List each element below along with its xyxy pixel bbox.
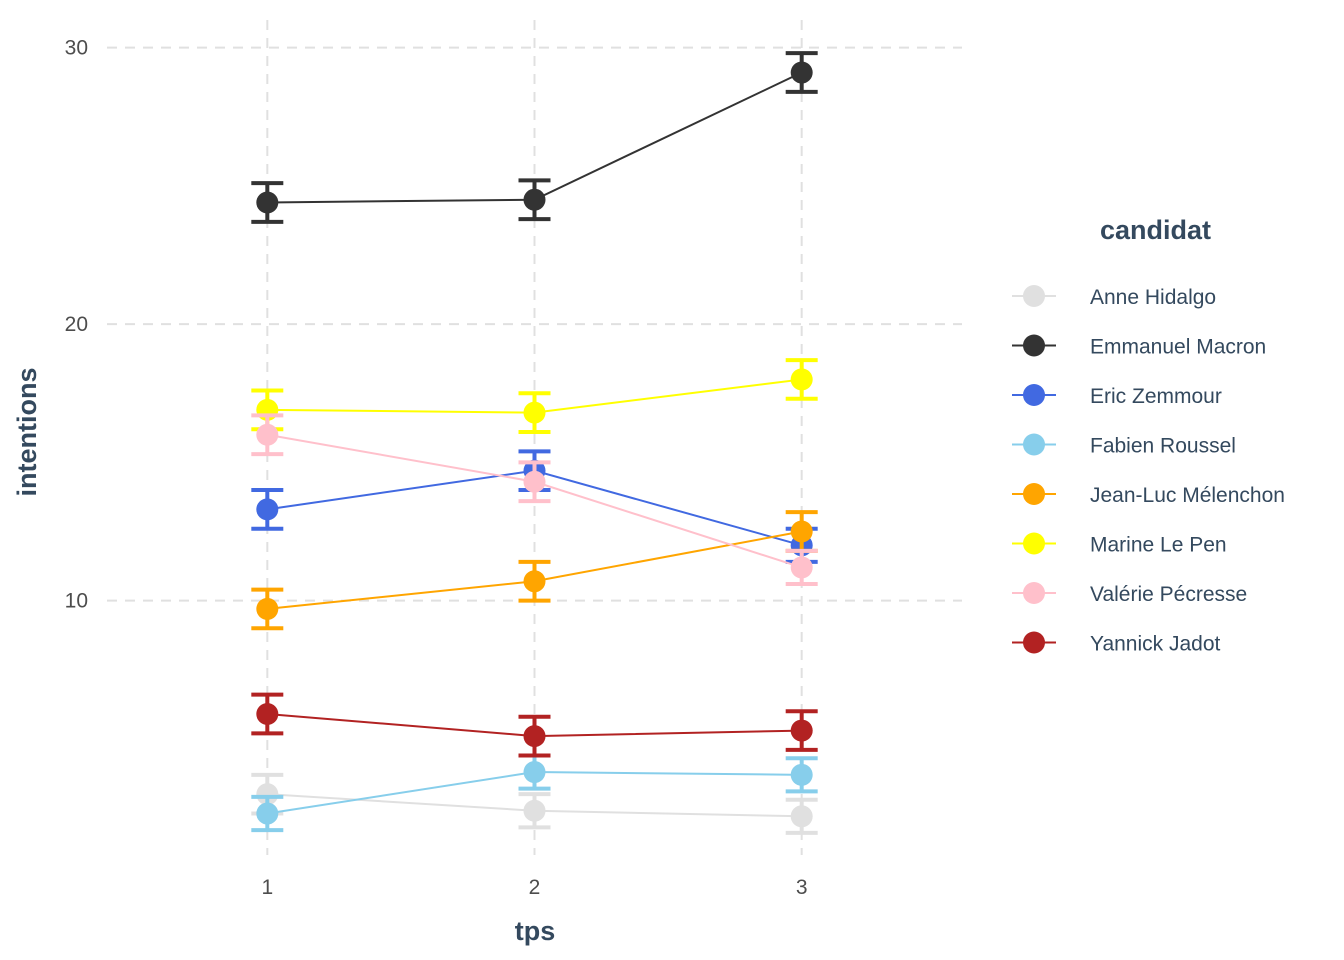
legend-item: Eric Zemmour <box>1012 384 1222 408</box>
y-tick-label: 30 <box>65 37 88 60</box>
legend-label: Eric Zemmour <box>1090 385 1222 408</box>
legend-item: Emmanuel Macron <box>1012 334 1266 359</box>
legend-key-point <box>1023 532 1045 555</box>
y-tick-label: 10 <box>65 590 88 613</box>
legend-item: Yannick Jadot <box>1012 631 1221 656</box>
legend-key-point <box>1023 631 1045 654</box>
data-point <box>790 556 813 579</box>
series-layer <box>251 51 818 835</box>
series-5 <box>251 358 818 434</box>
legend-key-point <box>1023 334 1045 357</box>
data-point <box>790 719 813 742</box>
y-axis-title: intentions <box>12 368 42 497</box>
legend-item: Jean-Luc Mélenchon <box>1012 483 1285 507</box>
x-tick-label: 2 <box>529 876 541 899</box>
data-point <box>256 423 279 446</box>
legend-label: Emmanuel Macron <box>1090 336 1266 359</box>
legend: candidat Anne Hidalgo Emmanuel Macron Eric… <box>1012 215 1285 656</box>
series-4 <box>251 510 818 631</box>
data-point <box>790 520 813 543</box>
legend-item: Valérie Pécresse <box>1012 582 1247 606</box>
legend-items: Anne Hidalgo Emmanuel Macron Eric Zemmour F… <box>1012 285 1285 656</box>
y-tick-label: 20 <box>65 313 88 336</box>
data-point <box>523 401 546 424</box>
x-tick-label: 1 <box>261 876 273 899</box>
data-point <box>256 498 279 521</box>
legend-label: Anne Hidalgo <box>1090 286 1216 309</box>
legend-label: Yannick Jadot <box>1090 633 1221 656</box>
x-axis-title: tps <box>515 916 556 946</box>
legend-label: Jean-Luc Mélenchon <box>1090 484 1285 507</box>
data-point <box>256 191 279 214</box>
x-axis-ticks: 1 2 3 <box>261 876 807 899</box>
legend-key-point <box>1023 433 1045 456</box>
legend-label: Valérie Pécresse <box>1090 583 1247 606</box>
data-point <box>790 368 813 391</box>
legend-title: candidat <box>1100 215 1211 245</box>
data-point <box>256 702 279 725</box>
series-7 <box>251 692 818 758</box>
y-axis-ticks: 10 20 30 <box>65 37 88 613</box>
data-point <box>523 799 546 822</box>
series-6 <box>251 413 818 587</box>
legend-item: Fabien Roussel <box>1012 433 1236 458</box>
data-point <box>256 802 279 825</box>
legend-key-point <box>1023 285 1045 307</box>
legend-key-point <box>1023 582 1045 604</box>
legend-label: Marine Le Pen <box>1090 534 1227 557</box>
data-point <box>256 783 279 806</box>
data-point <box>790 61 813 84</box>
x-tick-label: 3 <box>796 876 808 899</box>
legend-item: Marine Le Pen <box>1012 532 1227 557</box>
data-point <box>523 761 546 784</box>
legend-item: Anne Hidalgo <box>1012 285 1216 309</box>
data-point <box>523 470 546 493</box>
data-point <box>256 597 279 620</box>
data-point <box>523 188 546 211</box>
series-1 <box>251 51 818 224</box>
legend-key-point <box>1023 483 1045 505</box>
data-point <box>523 570 546 593</box>
data-point <box>523 725 546 748</box>
legend-label: Fabien Roussel <box>1090 435 1236 458</box>
legend-key-point <box>1023 384 1045 406</box>
series-3 <box>251 753 818 833</box>
data-point <box>790 805 813 828</box>
data-point <box>790 763 813 786</box>
